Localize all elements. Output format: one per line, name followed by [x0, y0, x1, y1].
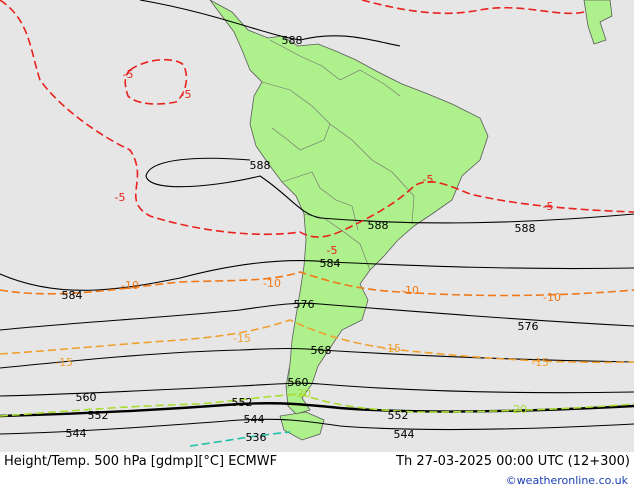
height-label: 552 [388, 409, 409, 422]
temp-label: -10 [401, 284, 419, 297]
temp-label: -15 [233, 332, 251, 345]
map-footer: Height/Temp. 500 hPa [gdmp][°C] ECMWF Th… [0, 452, 634, 490]
temp-label: -15 [531, 356, 549, 369]
temp-label: -5 [543, 200, 554, 213]
temp-m5-contour-closed [124, 58, 188, 105]
south-america-land [209, 0, 489, 415]
temp-m25-contour [189, 431, 291, 447]
height-label: 584 [320, 257, 341, 270]
temp-label: -5 [327, 244, 338, 257]
height-label: 588 [250, 159, 271, 172]
caribbean-islands [583, 0, 613, 45]
temp-m10-contour [0, 271, 634, 297]
temp-m5-contour-north [361, 0, 585, 15]
country-borders [261, 39, 415, 389]
tierra-del-fuego [279, 411, 325, 441]
temp-label: -10 [263, 277, 281, 290]
valid-time: Th 27-03-2025 00:00 UTC (12+300) [396, 454, 630, 469]
temp-m5-contour-pacific [0, 0, 634, 238]
height-label: 552 [88, 409, 109, 422]
temp-label: -5 [423, 173, 434, 186]
temp-m20-contour [0, 393, 634, 417]
temp-label: -15 [383, 342, 401, 355]
temp-label: -15 [55, 356, 73, 369]
height-labels: 588 588 588 588 584 584 576 576 568 560 … [62, 34, 539, 444]
height-label: 544 [66, 427, 87, 440]
temp-label: -5 [181, 88, 192, 101]
height-label: 588 [282, 34, 303, 47]
height-contours [0, 0, 634, 435]
height-label: 588 [368, 219, 389, 232]
height-label: 552 [232, 396, 253, 409]
temp-label: -10 [543, 291, 561, 304]
height-label: 584 [62, 289, 83, 302]
temp-label: -10 [121, 279, 139, 292]
height-label: 544 [394, 428, 415, 441]
height-label: 560 [76, 391, 97, 404]
map-canvas: 588 588 588 588 584 584 576 576 568 560 … [0, 0, 634, 452]
height-label: 560 [288, 376, 309, 389]
temp-m15-contour [0, 319, 634, 364]
credit-link[interactable]: ©weatheronline.co.uk [505, 474, 628, 487]
height-label: 588 [515, 222, 536, 235]
temp-label: -5 [115, 191, 126, 204]
height-label: 568 [311, 344, 332, 357]
temp-label: -20 [509, 403, 527, 416]
height-label: 576 [518, 320, 539, 333]
temp-labels: -5 -5 -5 -5 -5 -5 -10 -10 -10 -10 -15 -1… [55, 68, 561, 416]
height-label: 544 [244, 413, 265, 426]
temp-contours [0, 0, 634, 447]
temp-label: -20 [293, 387, 311, 400]
temp-label: -5 [123, 68, 134, 81]
chart-title: Height/Temp. 500 hPa [gdmp][°C] ECMWF [4, 454, 278, 469]
height-label: 536 [246, 431, 267, 444]
height-label: 576 [294, 298, 315, 311]
